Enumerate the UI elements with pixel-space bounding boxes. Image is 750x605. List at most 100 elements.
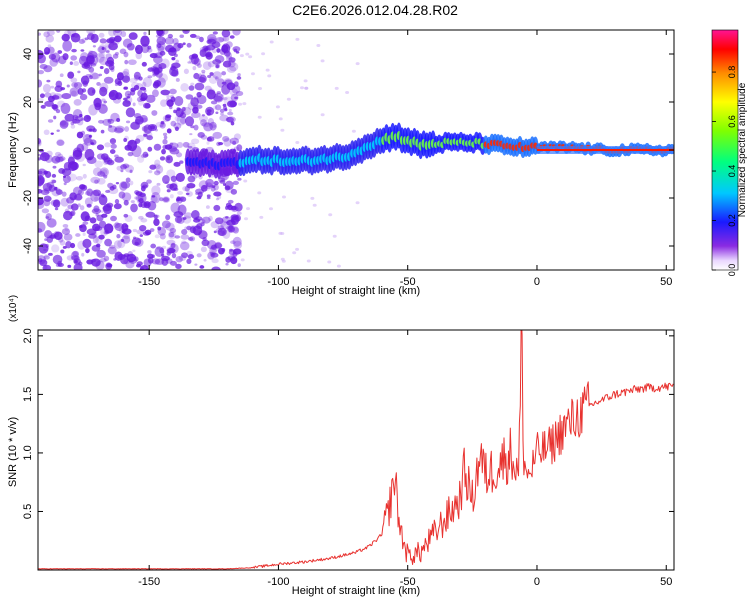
noise-dot (215, 37, 225, 43)
colorbar-tick-label: 0.0 (727, 264, 737, 277)
x-tick-label: 50 (660, 576, 672, 588)
noise-dot (140, 97, 147, 102)
noise-dot (179, 112, 187, 119)
noise-dot (182, 215, 192, 224)
noise-dot (210, 221, 219, 229)
noise-dot (209, 121, 217, 131)
noise-dot (220, 228, 226, 235)
noise-dot (198, 115, 208, 123)
noise-dot (225, 256, 231, 263)
noise-dot (175, 263, 182, 269)
noise-dot (38, 188, 43, 194)
noise-dot (137, 98, 144, 106)
noise-dot (38, 197, 44, 206)
noise-dot (210, 186, 216, 192)
noise-dot (131, 145, 142, 158)
noise-dot (57, 50, 63, 54)
noise-dot (123, 86, 129, 90)
noise-dot (124, 144, 133, 151)
noise-dot (206, 89, 216, 100)
x-tick-label: -100 (267, 276, 289, 288)
noise-dot (229, 137, 240, 145)
noise-dot (186, 42, 192, 48)
noise-dot (82, 173, 87, 179)
noise-dot (230, 214, 239, 221)
noise-dot (212, 71, 222, 80)
noise-dot (116, 117, 121, 122)
noise-dot (146, 135, 154, 141)
noise-dot (115, 92, 123, 100)
noise-dot (166, 247, 176, 254)
noise-dot (45, 34, 54, 43)
noise-dot (96, 249, 106, 258)
noise-dot (217, 225, 225, 230)
noise-dot (159, 197, 164, 202)
noise-dot (191, 138, 200, 145)
colorbar-label: Normalized spectral amplitude (737, 82, 748, 217)
noise-dot (57, 100, 66, 108)
noise-dot (182, 30, 190, 35)
noise-dot (86, 125, 96, 132)
noise-dot (226, 219, 236, 226)
noise-dot (200, 134, 208, 140)
noise-dot (171, 181, 178, 187)
noise-dot (123, 199, 129, 206)
noise-dot (215, 64, 220, 69)
noise-dot (147, 75, 153, 79)
noise-dot (48, 184, 56, 192)
noise-dot (229, 35, 235, 39)
noise-dot (90, 142, 95, 145)
noise-dot (228, 108, 232, 112)
noise-dot (162, 144, 168, 150)
noise-dot (57, 262, 64, 267)
colorbar-tick-label: 0.8 (727, 66, 737, 79)
snr-background (38, 330, 674, 570)
noise-dot (121, 228, 132, 235)
noise-dot (140, 154, 146, 159)
noise-dot (179, 160, 184, 164)
noise-dot (95, 260, 105, 270)
noise-dot (225, 262, 229, 266)
noise-dot-faint (351, 129, 356, 133)
noise-dot (173, 161, 181, 167)
snr-panel: -150 -100 -50 0 50 0.5 1.0 1.5 2.0 Height of st… (7, 295, 675, 597)
noise-dot (39, 152, 50, 162)
noise-dot (174, 115, 181, 122)
noise-dot (207, 118, 215, 126)
y-tick-label: 0.5 (22, 504, 34, 519)
noise-dot (186, 258, 192, 264)
noise-dot (176, 142, 184, 149)
noise-dot (82, 80, 89, 87)
noise-dot (224, 185, 231, 191)
noise-dot (70, 90, 77, 97)
noise-dot (203, 122, 213, 132)
noise-dot (159, 156, 166, 161)
noise-dot (228, 57, 236, 63)
noise-dot (201, 121, 211, 128)
noise-dot (92, 45, 96, 48)
noise-dot (169, 142, 174, 146)
noise-dot (223, 105, 227, 111)
noise-dot (44, 230, 53, 239)
noise-dot (113, 203, 122, 210)
noise-dot (46, 218, 57, 228)
noise-dot (170, 175, 178, 182)
noise-dot (43, 255, 50, 260)
noise-dot (38, 79, 43, 88)
noise-dot (108, 36, 116, 43)
noise-dot-faint (245, 52, 250, 56)
noise-dot (120, 30, 127, 38)
noise-dot (206, 194, 211, 198)
noise-dot (171, 56, 176, 61)
noise-dot (79, 93, 88, 101)
noise-dot (56, 30, 61, 33)
noise-dot (59, 120, 69, 129)
noise-dot (114, 156, 124, 163)
noise-dot (96, 81, 101, 86)
noise-dot (75, 233, 81, 237)
noise-dot (151, 185, 161, 196)
noise-dot (221, 43, 231, 54)
noise-dot (141, 61, 147, 67)
noise-dot (43, 129, 50, 136)
noise-dot-faint (355, 201, 360, 205)
